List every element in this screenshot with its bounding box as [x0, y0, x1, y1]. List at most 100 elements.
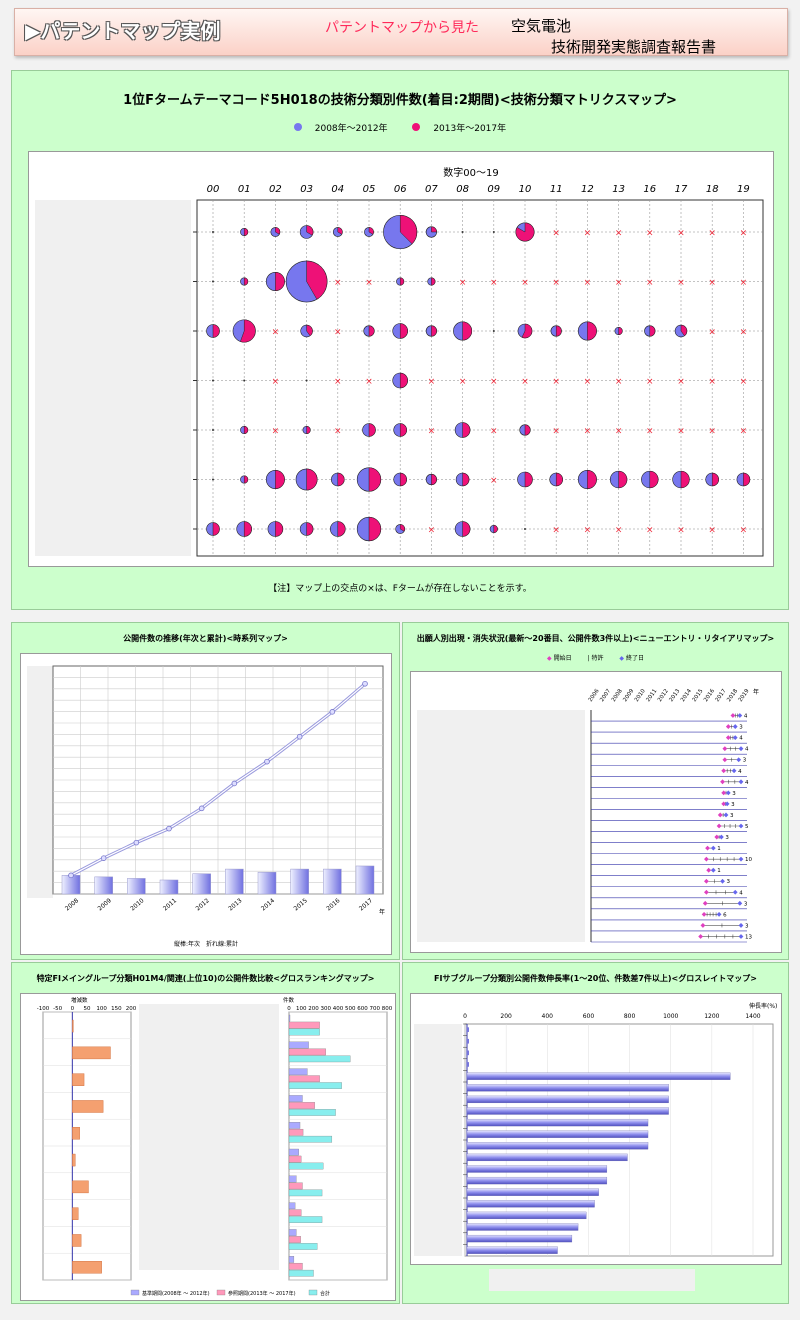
timeseries-x-tick: 2012 [195, 897, 211, 912]
ranking-left-label: 増減数 [71, 996, 88, 1004]
entry-end-marker [732, 735, 738, 741]
matrix-bubble-slice [243, 521, 252, 537]
legend-dot-period1 [293, 123, 302, 131]
matrix-bubble-slice [306, 426, 311, 434]
matrix-bubble-slice [524, 424, 531, 436]
matrix-bubble-slice [306, 260, 328, 300]
matrix-col-label: 19 [737, 184, 750, 195]
entry-start-marker [702, 900, 708, 906]
entry-end-marker [710, 867, 716, 873]
matrix-bubble-slice [462, 472, 470, 487]
matrix-col-label: 05 [363, 184, 376, 195]
entry-end-marker [738, 779, 744, 785]
matrix-missing-mark: × [428, 427, 436, 437]
matrix-bubble-slice [306, 468, 318, 491]
ranking-count-bar [288, 1236, 301, 1243]
ranking-count-bar [288, 1189, 323, 1197]
ranking-right-tick: 500 [345, 1006, 356, 1012]
entry-start-marker [698, 934, 704, 939]
growth-bar [466, 1142, 649, 1150]
ranking-change-bar [72, 1153, 76, 1167]
growth-x-label: 伸長率(%) [749, 1002, 777, 1010]
entry-x-tick: 2011 [645, 688, 658, 703]
growth-bar [466, 1072, 731, 1080]
matrix-missing-mark: × [740, 526, 748, 536]
entry-start-marker [700, 923, 706, 928]
ranking-change-bar [72, 1234, 82, 1247]
ranking-legend-label: 参照期間(2013年 ～ 2017年) [228, 1290, 296, 1297]
entry-start-marker [720, 779, 725, 785]
matrix-dot [212, 231, 214, 233]
entry-count-label: 1 [717, 868, 721, 874]
timeseries-panel: 公開件数の推移(年次と累計)<時系列マップ> 2008 2009 2010 2011 2… [11, 622, 400, 960]
matrix-col-label: 00 [207, 184, 220, 195]
entry-count-label: 3 [727, 879, 731, 885]
ranking-right-tick: 800 [382, 1006, 393, 1012]
entry-start-marker [722, 746, 728, 752]
matrix-bubble-slice [649, 325, 656, 337]
entry-start-marker [721, 790, 727, 796]
entry-x-tick: 2019 [738, 688, 751, 703]
matrix-missing-mark: × [365, 278, 373, 288]
ranking-count-bar [288, 1216, 323, 1223]
ranking-count-bar [288, 1021, 320, 1029]
entry-count-label: 3 [732, 791, 736, 797]
matrix-col-label: 13 [612, 184, 625, 195]
ranking-count-bar [288, 1075, 320, 1083]
entry-count-label: 5 [745, 824, 749, 830]
entry-x-tick: 2018 [726, 688, 739, 703]
entry-start-marker [706, 867, 712, 873]
ranking-count-bar [288, 1014, 291, 1022]
timeseries-bar [127, 878, 146, 895]
matrix-bubble-slice [649, 470, 659, 489]
matrix-col-label: 12 [581, 184, 594, 195]
entry-start-marker [716, 823, 722, 829]
matrix-missing-mark: × [490, 476, 498, 486]
matrix-missing-mark: × [490, 278, 498, 288]
ranking-count-bar [288, 1256, 295, 1263]
matrix-missing-mark: × [646, 377, 654, 387]
growth-x-tick: 1200 [704, 1013, 719, 1020]
growth-bar [467, 1027, 469, 1032]
entry-end-marker [718, 834, 724, 840]
matrix-bubble-slice [306, 225, 314, 236]
timeseries-x-unit: 年 [379, 908, 385, 916]
timeseries-point [68, 872, 74, 879]
growth-bar [466, 1130, 649, 1138]
growth-x-tick: 400 [542, 1013, 554, 1020]
entry-count-label: 4 [745, 747, 749, 753]
matrix-missing-mark: × [615, 427, 623, 437]
timeseries-point [166, 825, 172, 832]
report-header: ▶パテントマップ実例 パテントマップから見た 空気電池 技術開発実態調査報告書 [14, 8, 788, 56]
matrix-missing-mark: × [677, 229, 685, 239]
matrix-note: 【注】マップ上の交点の×は、Fタームが存在しないことを示す。 [268, 584, 532, 594]
matrix-bubble-slice [368, 516, 381, 542]
matrix-missing-mark: × [646, 229, 654, 239]
ranking-legend-swatch [216, 1289, 226, 1296]
entry-end-marker [736, 757, 742, 763]
ranking-count-bar [288, 1128, 304, 1136]
matrix-missing-mark: × [708, 229, 716, 239]
ranking-left-tick: 150 [111, 1006, 122, 1012]
ranking-right-tick: 300 [321, 1006, 332, 1012]
matrix-bubble-slice [462, 521, 471, 537]
matrix-bubble-slice [368, 325, 375, 337]
matrix-missing-mark: × [646, 427, 654, 437]
timeseries-point [296, 733, 303, 740]
entry-x-tick: 2013 [668, 688, 681, 703]
matrix-dot [305, 379, 308, 382]
entry-count-label: 4 [739, 890, 743, 896]
legend-label-period1: 2008年～2012年 [314, 124, 388, 134]
matrix-missing-mark: × [677, 427, 685, 437]
entry-count-label: 4 [738, 769, 742, 775]
matrix-missing-mark: × [334, 328, 342, 338]
matrix-missing-mark: × [708, 328, 716, 338]
matrix-bubble-slice [306, 522, 314, 536]
matrix-col-label: 07 [425, 184, 438, 195]
entry-end-marker [737, 900, 743, 906]
entry-count-label: 1 [717, 846, 721, 852]
growth-frame [464, 1023, 774, 1257]
legend-patent-label: 特許 [591, 655, 604, 662]
matrix-bubble-slice [243, 475, 249, 484]
matrix-chart: 数字00～19 00 01 02 03 04 05 06 07 08 09 10 11 12 13 16 17 1… [193, 166, 764, 557]
